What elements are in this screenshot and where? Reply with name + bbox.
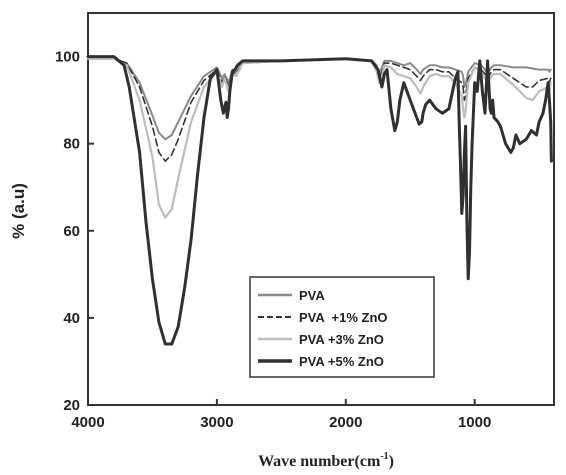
series-layer bbox=[86, 55, 553, 346]
x-tick-label: 1000 bbox=[458, 414, 491, 431]
series-line-4 bbox=[86, 55, 553, 346]
y-tick-label: 20 bbox=[63, 397, 80, 414]
legend-label: PVA +5% ZnO bbox=[299, 354, 384, 369]
y-tick-label: 60 bbox=[63, 223, 80, 240]
legend-label: PVA +1% ZnO bbox=[299, 310, 388, 325]
y-tick-label: 100 bbox=[55, 49, 80, 66]
x-tick-label: 4000 bbox=[71, 414, 104, 431]
x-axis-label: Wave number(cm-1) bbox=[258, 451, 394, 470]
y-tick-label: 80 bbox=[63, 136, 80, 153]
legend: PVA PVA +1% ZnO PVA +3% ZnO PVA +5% ZnO bbox=[249, 276, 435, 378]
series-line-2 bbox=[87, 57, 552, 162]
x-axis-label-main: Wave number(cm bbox=[258, 453, 381, 470]
y-axis-ticks: 20 40 60 80 100 bbox=[55, 49, 94, 414]
y-axis-label: % (a.u) bbox=[9, 183, 28, 239]
series-line-3 bbox=[86, 57, 552, 219]
x-axis-label-end: ) bbox=[389, 453, 394, 470]
x-tick-label: 3000 bbox=[200, 414, 233, 431]
legend-label: PVA bbox=[299, 288, 325, 303]
x-axis-label-sup: -1 bbox=[380, 451, 388, 462]
x-tick-label: 2000 bbox=[329, 414, 362, 431]
legend-label: PVA +3% ZnO bbox=[299, 332, 384, 347]
y-tick-label: 40 bbox=[63, 310, 80, 327]
x-axis-ticks: 4000 3000 2000 1000 bbox=[71, 399, 491, 431]
